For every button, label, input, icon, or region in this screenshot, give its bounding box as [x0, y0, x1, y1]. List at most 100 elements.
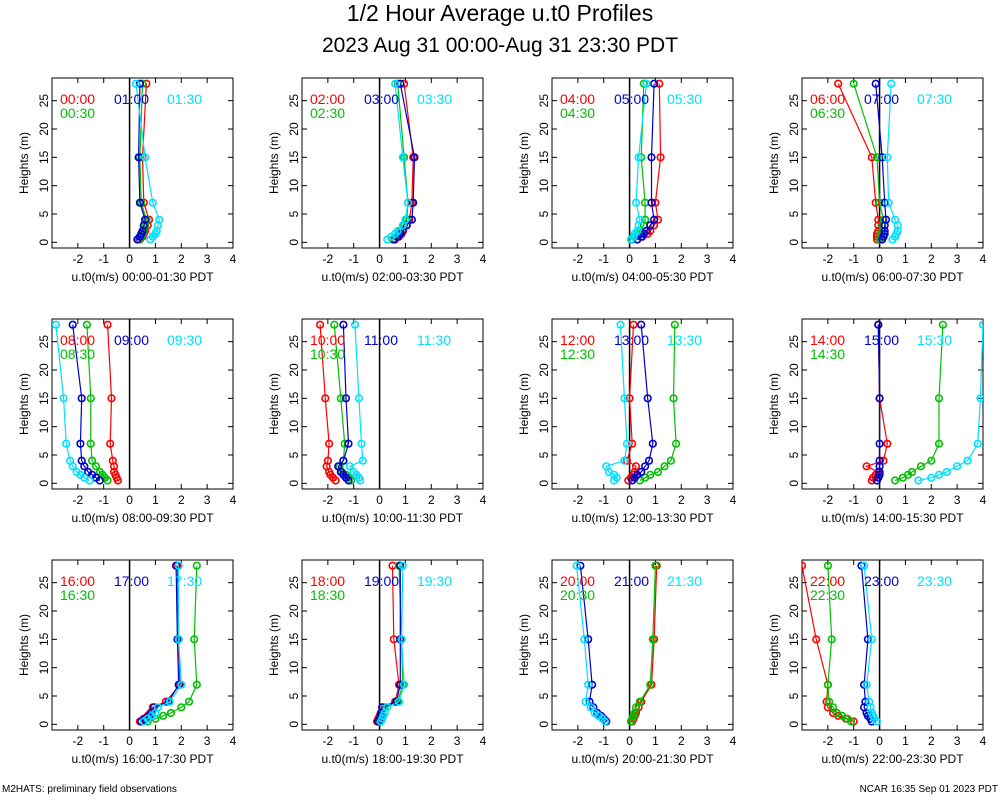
data-point: [646, 221, 655, 230]
legend-label: 01:00: [114, 91, 149, 107]
legend-label: 03:30: [417, 91, 452, 107]
y-tick-label: 15: [37, 391, 51, 405]
data-point: [629, 320, 638, 329]
y-tick-label: 5: [37, 692, 51, 699]
data-point: [622, 439, 632, 448]
data-point: [172, 561, 181, 570]
plot-frame: [51, 77, 234, 249]
x-axis-label: u.t0(m/s) 02:00-03:30 PDT: [321, 270, 464, 284]
x-tick-label: -1: [348, 252, 359, 266]
legend-label: 09:30: [167, 332, 202, 348]
y-tick-label: 25: [787, 94, 801, 108]
series-line: [918, 324, 983, 482]
data-point: [670, 320, 679, 329]
data-point: [914, 476, 923, 485]
data-point: [927, 473, 936, 482]
y-tick-label: 25: [537, 576, 551, 590]
x-tick-label: 4: [980, 252, 987, 266]
data-point: [325, 439, 334, 448]
data-point: [859, 680, 869, 689]
x-tick-label: 3: [704, 493, 711, 507]
data-point: [644, 456, 654, 465]
data-point: [867, 153, 876, 162]
data-point: [350, 320, 360, 329]
data-point: [859, 561, 869, 570]
data-point: [643, 394, 652, 403]
y-axis-label: Heights (m): [517, 132, 531, 194]
y-axis-label: Heights (m): [17, 373, 31, 435]
x-tick-label: 2: [678, 252, 685, 266]
y-tick-label: 15: [787, 391, 801, 405]
series-line: [865, 324, 888, 481]
data-point: [875, 456, 884, 465]
legend-label: 04:30: [560, 105, 595, 121]
data-point: [403, 198, 413, 207]
x-tick-label: -2: [323, 493, 334, 507]
y-axis-label: Heights (m): [17, 132, 31, 194]
data-point: [349, 467, 358, 477]
x-tick-label: 4: [980, 734, 987, 748]
y-tick-label: 15: [537, 391, 551, 405]
y-tick-label: 20: [787, 122, 801, 136]
x-tick-label: 4: [730, 252, 737, 266]
profile-panel: -2 -1 0 1 2 3 4 0 5 10 15 20 25 Heights (m) u.t0(m/s) …: [517, 559, 737, 766]
data-point: [879, 215, 888, 224]
data-point: [586, 703, 595, 712]
series-line: [631, 83, 646, 240]
x-axis-label: u.t0(m/s) 14:00-15:30 PDT: [821, 511, 964, 525]
data-point: [82, 320, 91, 329]
x-tick-label: 1: [652, 493, 659, 507]
x-tick-label: -2: [323, 252, 334, 266]
x-axis-label: u.t0(m/s) 06:00-07:30 PDT: [821, 270, 964, 284]
legend-label: 08:30: [60, 346, 95, 362]
y-tick-label: 0: [287, 721, 301, 728]
data-point: [397, 635, 406, 644]
y-tick-label: 5: [537, 451, 551, 458]
y-tick-label: 15: [787, 150, 801, 164]
y-tick-label: 10: [537, 661, 551, 675]
profile-panel: -2 -1 0 1 2 3 4 0 5 10 15 20 25 Heights (m) u.t0(m/s) …: [517, 318, 737, 525]
data-point: [938, 320, 948, 329]
x-tick-label: 4: [230, 252, 237, 266]
x-tick-label: 2: [678, 493, 685, 507]
x-tick-label: 2: [428, 734, 435, 748]
data-point: [165, 697, 174, 706]
data-point: [634, 153, 643, 162]
data-point: [880, 229, 889, 238]
data-point: [77, 456, 86, 465]
x-tick-label: 0: [376, 252, 383, 266]
data-point: [642, 79, 651, 88]
data-point: [91, 462, 101, 471]
data-point: [875, 462, 884, 471]
y-tick-label: 5: [287, 692, 301, 699]
profile-panel: -2 -1 0 1 2 3 4 0 5 10 15 20 25 Heights (m) u.t0(m/s) …: [17, 559, 237, 766]
legend-label: 23:30: [917, 573, 952, 589]
data-point: [330, 320, 339, 329]
data-point: [639, 79, 648, 88]
x-tick-label: -2: [573, 252, 584, 266]
data-point: [616, 320, 625, 329]
plot-frame: [551, 318, 734, 490]
y-tick-label: 20: [787, 604, 801, 618]
data-point: [963, 456, 972, 465]
data-point: [87, 456, 97, 465]
data-point: [862, 462, 871, 471]
data-point: [383, 703, 392, 712]
x-axis-label: u.t0(m/s) 16:00-17:30 PDT: [71, 752, 214, 766]
legend-label: 06:00: [810, 91, 845, 107]
data-point: [393, 79, 402, 88]
profile-panel: -2 -1 0 1 2 3 4 0 5 10 15 20 25 Heights (m) u.t0(m/s) …: [767, 77, 987, 284]
data-point: [155, 215, 164, 224]
legend-label: 19:30: [417, 573, 452, 589]
data-point: [166, 708, 175, 718]
data-point: [625, 394, 634, 403]
series-line: [894, 324, 944, 482]
legend-label: 20:00: [560, 573, 595, 589]
series-line: [605, 324, 628, 481]
data-point: [52, 320, 60, 329]
x-axis-label: u.t0(m/s) 10:00-11:30 PDT: [322, 511, 464, 525]
x-tick-label: -1: [598, 493, 609, 507]
y-tick-label: 0: [537, 480, 551, 487]
data-point: [358, 456, 367, 465]
x-tick-label: 0: [626, 252, 633, 266]
